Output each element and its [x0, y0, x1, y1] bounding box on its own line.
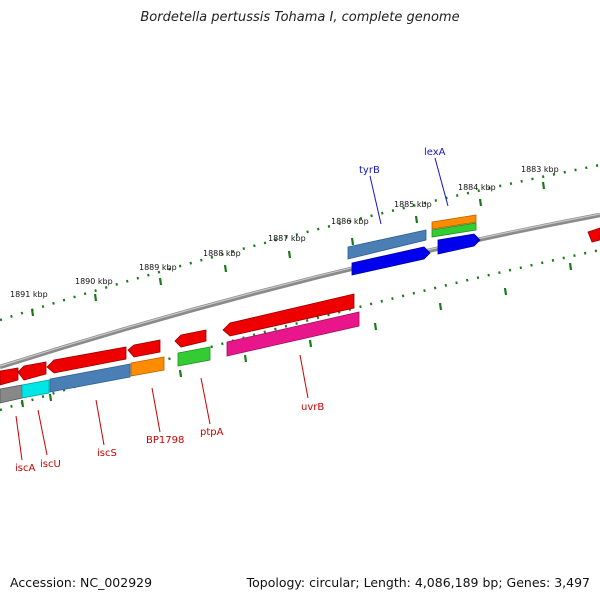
iscU-cds-arrow[interactable] — [17, 361, 47, 381]
iscU-gene-bar — [21, 379, 50, 399]
gene-label-tyrB[interactable]: tyrB — [359, 165, 380, 176]
gene-label-iscS[interactable]: iscS — [97, 448, 117, 459]
forward-features — [347, 214, 600, 276]
uvrB-cds-arrow[interactable] — [222, 293, 355, 337]
gene-label-iscA[interactable]: iscA — [15, 463, 35, 474]
BP1798-cds-arrow[interactable] — [127, 339, 161, 358]
edge-red-feature — [587, 227, 600, 243]
inner-major-ticks — [20, 262, 573, 408]
backbone-highlight — [0, 213, 600, 367]
scale-label: 1889 kbp — [139, 263, 177, 272]
forward-leaders — [369, 157, 449, 225]
reverse-gene-labels: iscA iscU iscS BP1798 ptpA uvrB — [15, 402, 324, 474]
BP1798-gene-bar — [130, 356, 165, 377]
scale-label: 1884 kbp — [458, 183, 496, 192]
accession-text: Accession: NC_002929 — [10, 575, 153, 590]
gene-label-iscU[interactable]: iscU — [40, 459, 61, 470]
reverse-leaders — [15, 354, 309, 461]
lexA-green-bar — [431, 222, 477, 238]
uvrB-gene-bar — [226, 311, 360, 357]
genome-stats-text: Topology: circular; Length: 4,086,189 bp… — [246, 575, 590, 590]
iscA-gene-bar — [0, 384, 23, 404]
scale-label: 1886 kbp — [331, 217, 369, 226]
outer-major-ticks — [30, 181, 546, 317]
tyrB-gene-bar — [347, 229, 427, 260]
gene-label-uvrB[interactable]: uvrB — [301, 402, 324, 413]
scale-label: 1890 kbp — [75, 277, 113, 286]
lexA-cds-arrow[interactable] — [437, 233, 481, 255]
scale-label: 1887 kbp — [268, 234, 306, 243]
tyrB-cds-arrow[interactable] — [351, 246, 431, 276]
map-title: Bordetella pertussis Tohama I, complete … — [140, 10, 460, 25]
lexA-orange-bar — [431, 214, 477, 230]
ptpA-gene-bar — [177, 346, 211, 367]
scale-label: 1891 kbp — [10, 290, 48, 299]
gene-label-ptpA[interactable]: ptpA — [200, 427, 224, 438]
scale-label: 1885 kbp — [394, 200, 432, 209]
gene-label-lexA[interactable]: lexA — [424, 147, 446, 158]
gene-label-BP1798[interactable]: BP1798 — [146, 435, 184, 446]
reverse-features — [0, 293, 360, 404]
forward-gene-labels: tyrB lexA — [359, 147, 446, 176]
scale-labels: 1891 kbp 1890 kbp 1889 kbp 1888 kbp 1887… — [10, 165, 559, 299]
genome-backbone — [0, 212, 600, 370]
scale-label: 1888 kbp — [203, 249, 241, 258]
iscS-cds-arrow[interactable] — [46, 346, 127, 374]
ptpA-cds-arrow[interactable] — [174, 329, 207, 348]
iscA-cds-arrow[interactable] — [0, 367, 19, 386]
iscS-gene-bar — [49, 363, 131, 393]
scale-label: 1883 kbp — [521, 165, 559, 174]
